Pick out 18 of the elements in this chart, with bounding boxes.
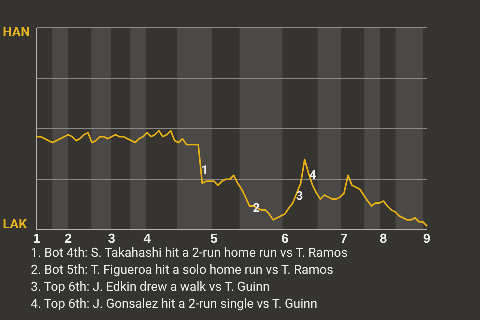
text: 3. Top 6th: J. Edkin drew a walk vs T. Guinn xyxy=(31,280,270,295)
annotation: 4 xyxy=(310,168,317,182)
x-tick-label: 7 xyxy=(340,231,348,246)
annotation: 3 xyxy=(296,189,304,204)
text: 2. Bot 5th: T. Figueroa hit a solo home run vs T. Ramos xyxy=(31,263,334,278)
text: HAN xyxy=(3,25,30,40)
x-tick-label: 3 xyxy=(108,231,116,246)
x-tick-label: 2 xyxy=(64,231,72,246)
text: 4. Top 6th: J. Gonsalez hit a 2-run single vs T. Guinn xyxy=(31,297,318,312)
x-tick-label: 9 xyxy=(423,231,431,246)
x-tick-label: 4 xyxy=(144,231,152,246)
x-tick-label: 8 xyxy=(380,231,388,246)
x-tick-label: 5 xyxy=(210,231,218,246)
x-tick-label: 6 xyxy=(282,231,289,246)
text: 1. Bot 4th: S. Takahashi hit a 2-run home run vs T. Ramos xyxy=(31,246,348,261)
x-tick-label: 1 xyxy=(33,231,41,246)
annotation: 1 xyxy=(202,163,209,178)
text: LAK xyxy=(3,217,28,232)
